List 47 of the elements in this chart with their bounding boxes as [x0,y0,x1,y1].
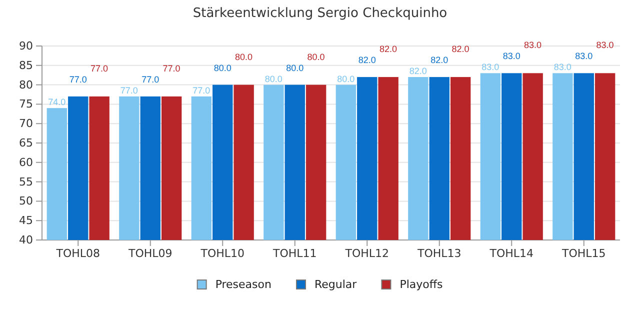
data-label: 82.0 [409,66,427,76]
x-tick-label: TOHL08 [55,246,100,260]
data-label: 82.0 [380,44,398,54]
data-label: 77.0 [120,85,138,96]
data-label: 83.0 [482,62,500,72]
x-tick-label: TOHL14 [488,246,534,260]
data-label: 80.0 [307,52,325,62]
y-tick-label: 50 [19,194,33,208]
y-tick-label: 55 [19,175,33,188]
data-label: 83.0 [554,62,572,72]
y-tick-label: 85 [19,58,33,72]
data-label: 77.0 [69,74,87,84]
chart-title: Stärkeentwicklung Sergio Checkquinho [192,6,448,21]
data-label: 77.0 [90,63,108,74]
data-label: 83.0 [575,51,593,62]
y-tick-label: 40 [19,234,33,247]
data-label: 80.0 [286,62,304,73]
data-label: 77.0 [192,85,210,96]
data-label: 80.0 [214,62,232,73]
data-label: 74.0 [48,97,66,108]
y-tick-label: 60 [19,156,33,169]
y-tick-label: 80 [19,78,33,92]
y-tick-label: 45 [19,214,33,228]
data-label: 82.0 [452,44,470,54]
x-tick-label: TOHL13 [416,246,462,260]
x-tick-label: TOHL15 [560,246,606,260]
legend-label: Preseason [215,278,272,291]
y-tick-label: 75 [19,98,33,111]
data-label: 77.0 [142,74,160,84]
data-label: 83.0 [596,40,614,50]
data-label: 82.0 [430,55,448,66]
data-label: 83.0 [524,40,542,50]
y-tick-label: 90 [19,40,33,53]
x-tick-label: TOHL11 [272,246,317,260]
x-tick-label: TOHL10 [200,246,245,260]
x-tick-label: TOHL09 [127,246,172,260]
data-label: 77.0 [162,63,180,74]
x-tick-label: TOHL12 [344,246,390,260]
legend-label: Playoffs [400,278,443,291]
y-tick-label: 65 [19,136,33,150]
legend-label: Regular [314,278,358,291]
y-tick-label: 70 [19,117,33,130]
data-label: 80.0 [235,52,253,62]
data-label: 83.0 [502,51,520,62]
data-label: 82.0 [358,55,376,66]
data-label: 80.0 [337,74,355,84]
data-label: 80.0 [264,74,282,84]
